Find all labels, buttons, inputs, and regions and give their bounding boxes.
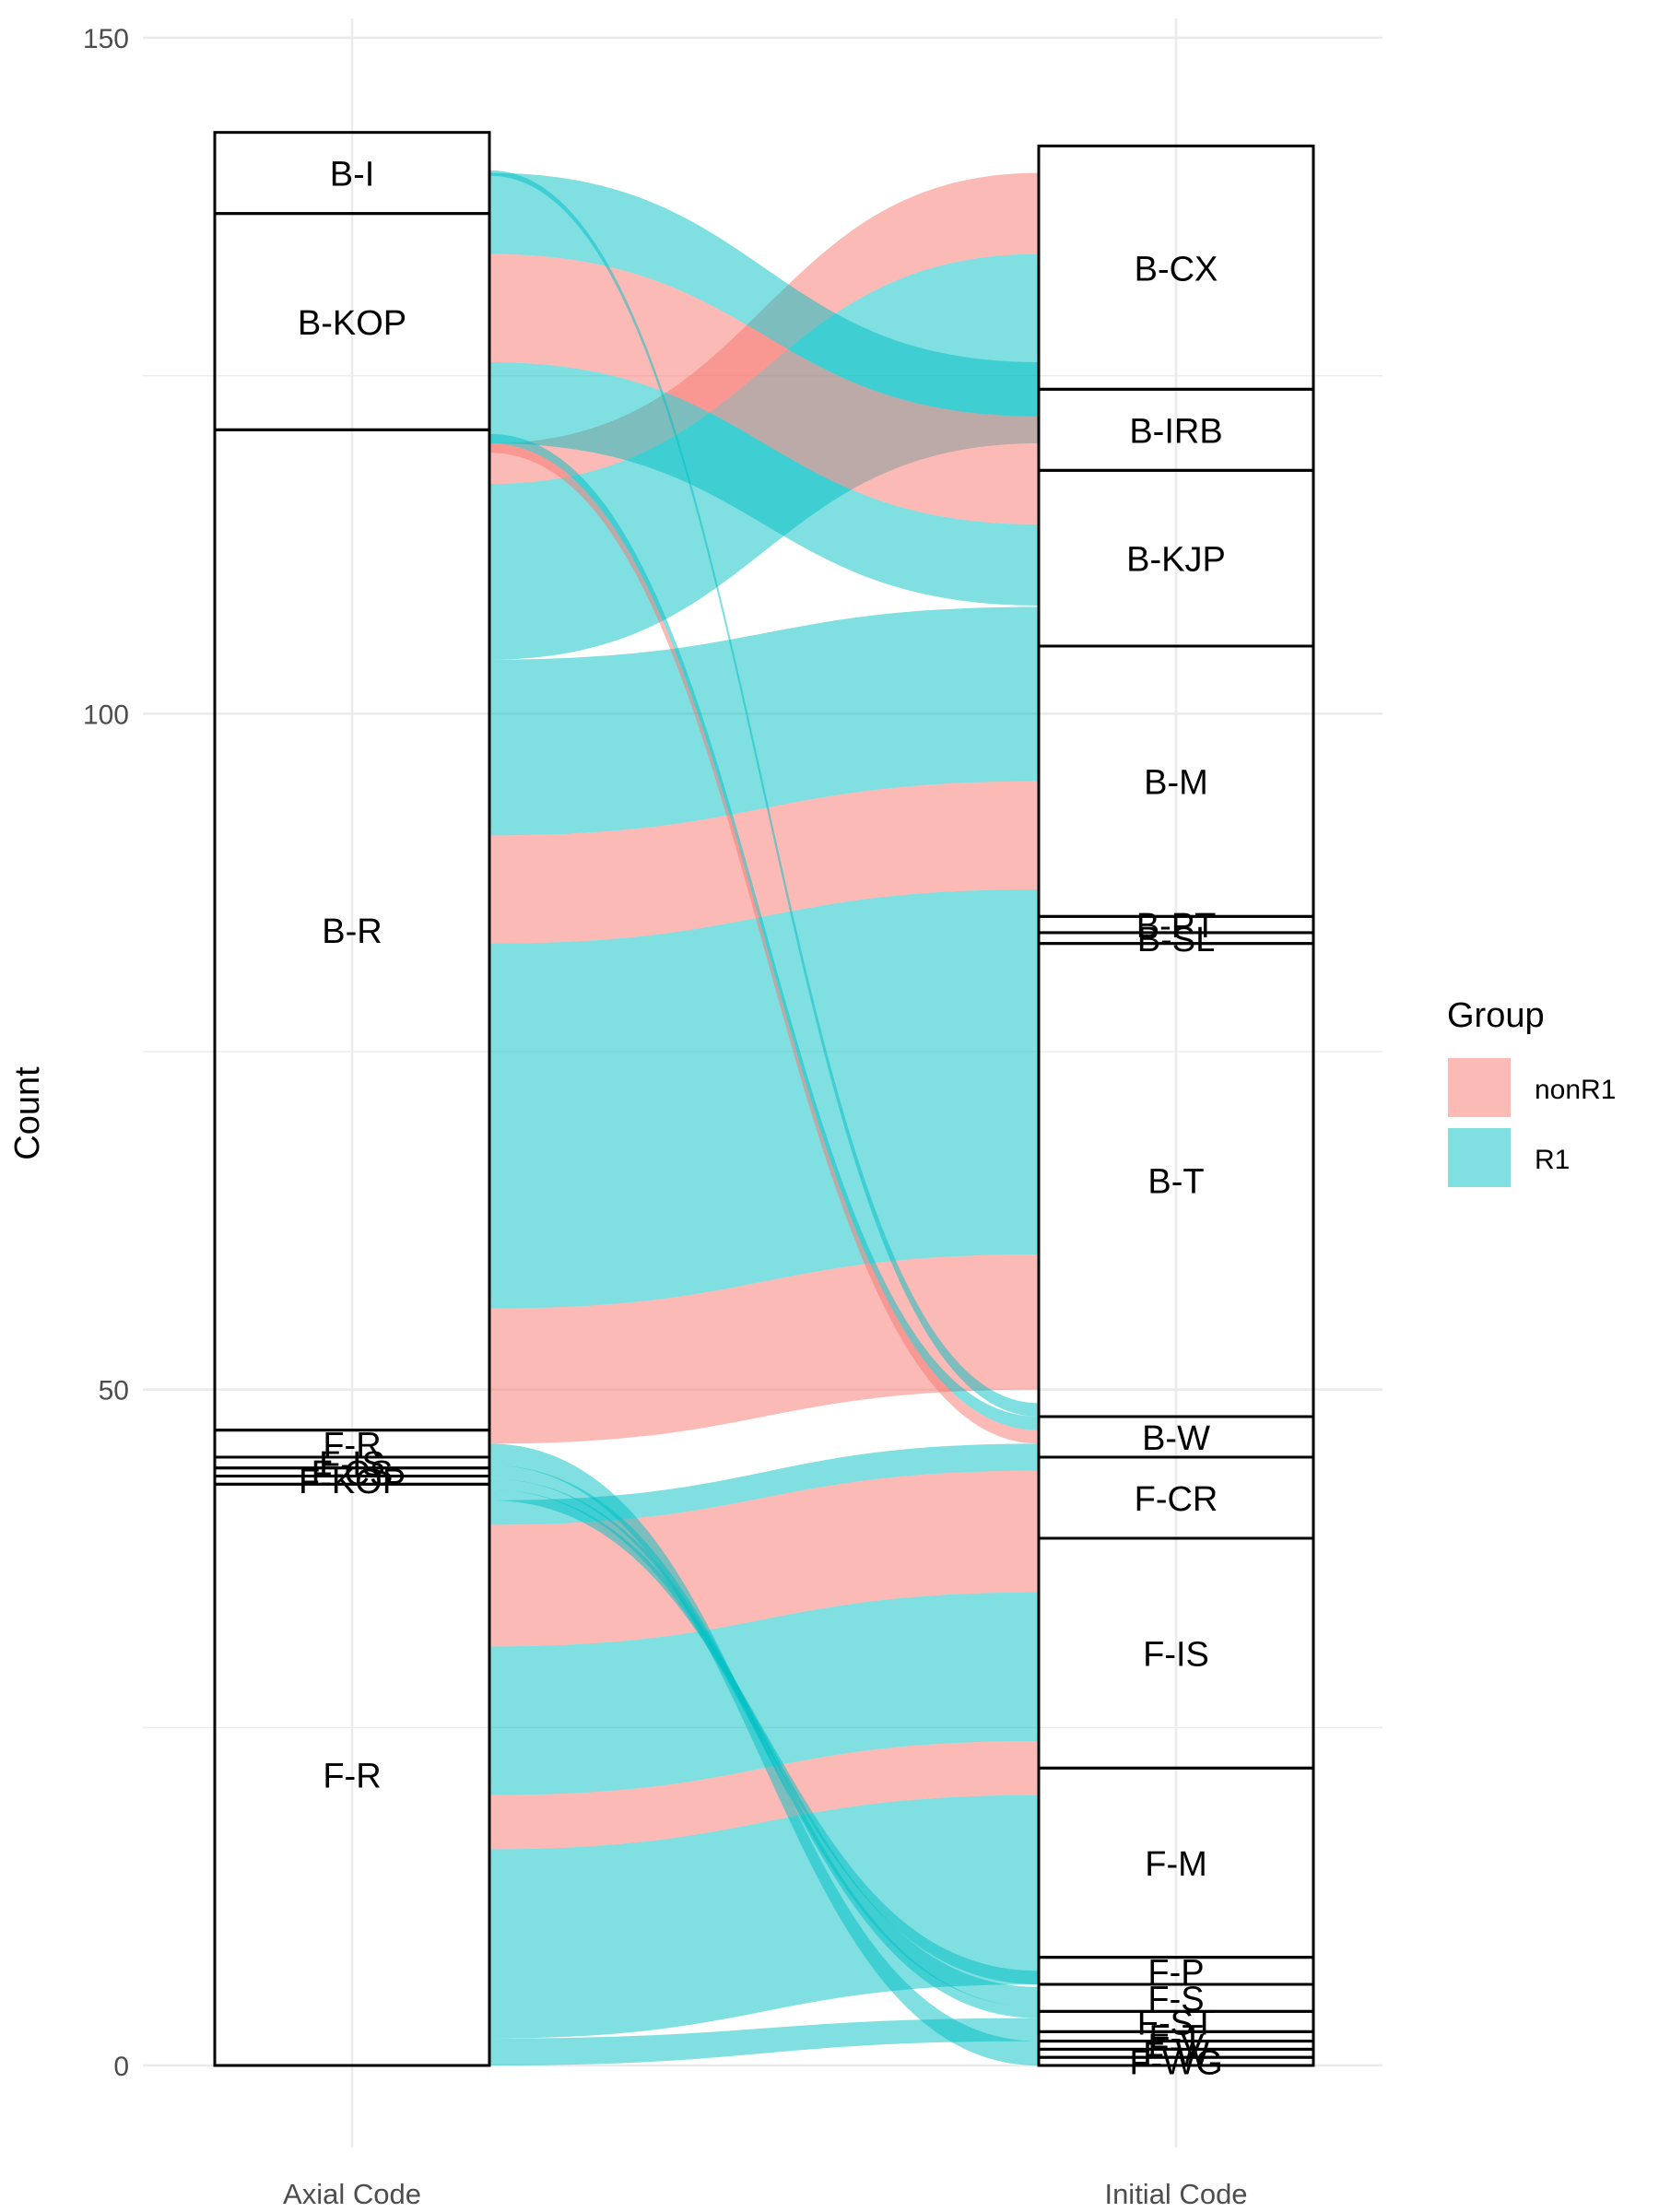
y-tick-label: 150 — [83, 24, 129, 54]
flows — [489, 170, 1039, 2065]
flow-R1 — [489, 1794, 1039, 2039]
stratum-label: F-IS — [1143, 1636, 1209, 1675]
stratum-label: F-R — [323, 1426, 381, 1465]
strata: F-RF-KOPF-CSF-ISF-RB-RB-KOPB-IF-WGF-WF-V… — [213, 131, 1315, 2083]
flow-R1 — [489, 362, 1039, 606]
flow-nonR1 — [489, 1741, 1039, 1850]
x-axis-ticks: Axial Code Initial Code — [283, 2178, 1248, 2210]
stratum-label: B-SL — [1137, 921, 1215, 959]
flow-nonR1 — [489, 443, 1039, 1444]
stratum-box — [213, 131, 491, 216]
y-tick-label: 0 — [113, 2052, 129, 2082]
stratum-label: F-V — [1147, 2028, 1205, 2066]
stratum-label: B-PT — [1136, 907, 1217, 946]
flow-R1 — [489, 172, 1039, 417]
flow-R1 — [489, 889, 1039, 1309]
stratum-label: F-CR — [1135, 1480, 1218, 1519]
y-axis-ticks: 0 50 100 150 — [83, 24, 129, 2082]
flow-R1 — [489, 1443, 1039, 1525]
stratum-label: B-KOP — [298, 304, 406, 343]
stratum-label: B-M — [1144, 764, 1208, 803]
flow-R1 — [489, 170, 1039, 1417]
legend: Group nonR1 R1 — [1447, 996, 1616, 1187]
stratum-label: F-S — [1147, 1981, 1204, 2019]
y-tick-label: 50 — [99, 1376, 129, 1406]
stratum-label: B-I — [330, 156, 375, 194]
flow-nonR1 — [489, 1254, 1039, 1444]
stratum-label: F-R — [323, 1758, 381, 1796]
flow-R1 — [489, 1465, 1039, 2018]
legend-swatch-R1 — [1448, 1128, 1511, 1187]
flow-nonR1 — [489, 781, 1039, 944]
legend-title: Group — [1447, 996, 1545, 1035]
stratum-label: F-CS — [312, 1454, 394, 1493]
x-tick-label: Initial Code — [1104, 2178, 1247, 2210]
stratum-label: F-T — [1148, 2018, 1203, 2057]
flow-nonR1 — [489, 253, 1039, 524]
flow-R1 — [489, 433, 1039, 1430]
y-tick-label: 100 — [83, 700, 129, 730]
stratum-label: B-T — [1147, 1162, 1204, 1201]
flow-R1 — [489, 2018, 1039, 2065]
stratum-label: B-IRB — [1129, 412, 1222, 451]
x-tick-label: Axial Code — [283, 2178, 421, 2210]
stratum-label: B-R — [322, 912, 382, 951]
flow-R1 — [489, 1443, 1039, 2065]
flow-nonR1 — [489, 1470, 1039, 1647]
flow-R1 — [489, 1592, 1039, 1795]
stratum-label: B-W — [1142, 1419, 1210, 1458]
stratum-label: B-CX — [1135, 250, 1218, 288]
stratum-box — [1037, 144, 1315, 391]
legend-label-R1: R1 — [1535, 1145, 1570, 1175]
y-axis-title: Count — [8, 1066, 47, 1160]
flow-R1 — [489, 606, 1039, 836]
stratum-label: F-P — [1147, 1953, 1204, 1992]
stratum-label: F-M — [1145, 1845, 1207, 1884]
stratum-label: B-KJP — [1126, 541, 1226, 580]
stratum-label: F-IS — [319, 1445, 385, 1484]
legend-swatch-nonR1 — [1448, 1058, 1511, 1117]
legend-label-nonR1: nonR1 — [1535, 1075, 1616, 1105]
